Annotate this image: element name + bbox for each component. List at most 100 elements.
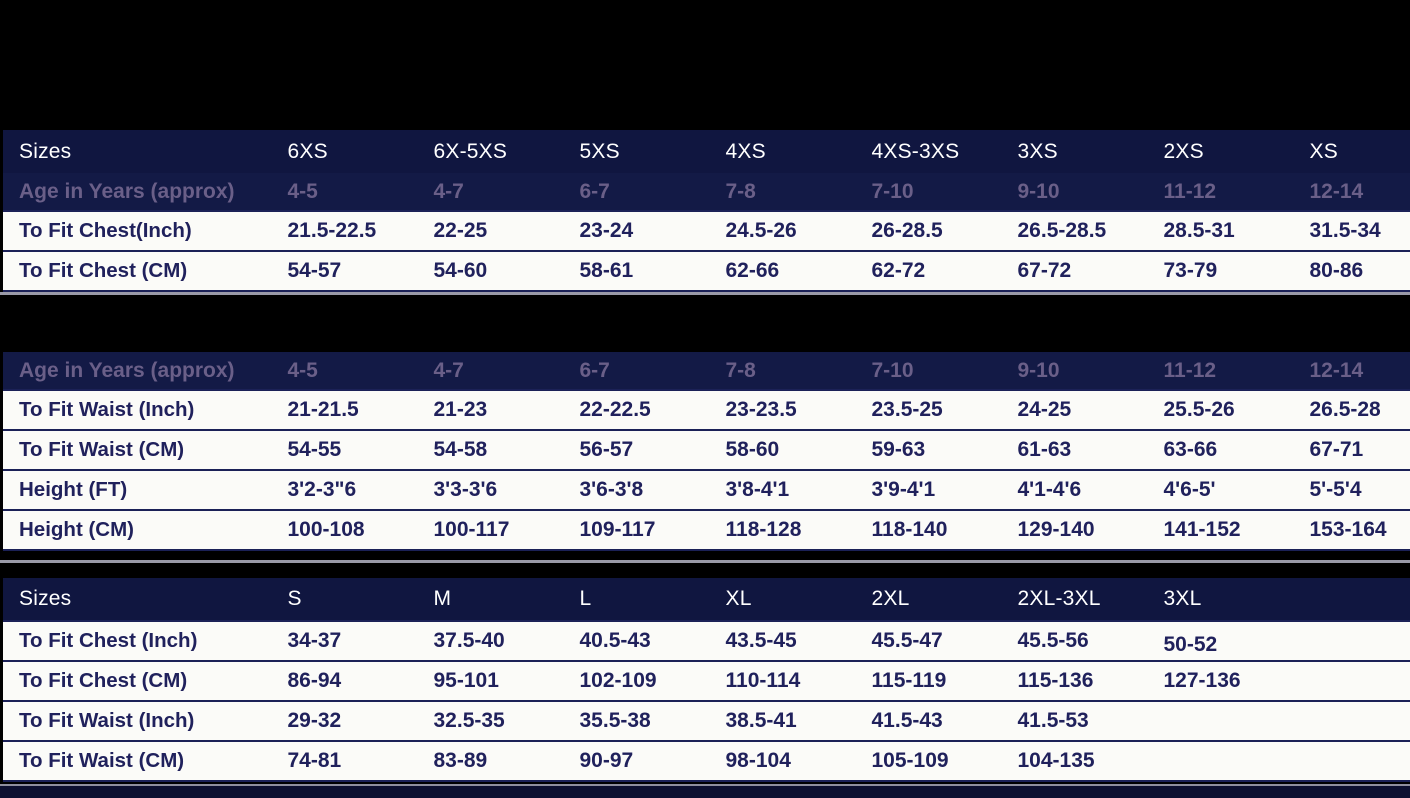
age-value-cell: 7-8 — [709, 173, 856, 211]
separator-band-two — [0, 560, 1410, 578]
row-value-cell: 29-32 — [271, 700, 418, 742]
row-value-cell: 22-25 — [417, 210, 564, 252]
row-value-cell: 21.5-22.5 — [271, 210, 418, 252]
bottom-band — [0, 786, 1410, 798]
header-size-cell: 3XL — [1147, 578, 1294, 621]
row-value-cell — [1293, 700, 1410, 742]
row-value-cell: 3'2-3"6 — [271, 469, 418, 511]
row-value-cell: 95-101 — [417, 660, 564, 702]
row-value-cell: 45.5-47 — [855, 620, 1002, 662]
row-label: Height (CM) — [1, 509, 272, 551]
row-value-cell: 28.5-31 — [1147, 210, 1294, 252]
youth-waist-table-body: Age in Years (approx) 4-5 4-7 6-7 7-8 7-… — [1, 352, 1410, 551]
table-row: To Fit Waist (CM) 54-55 54-58 56-57 58-6… — [1, 429, 1410, 471]
row-value-cell: 59-63 — [855, 429, 1002, 471]
row-value-cell: 56-57 — [563, 429, 710, 471]
row-label: To Fit Chest (Inch) — [1, 620, 272, 662]
row-label: Height (FT) — [1, 469, 272, 511]
row-label: To Fit Waist (CM) — [1, 740, 272, 782]
table-header-row: Sizes S M L XL 2XL 2XL-3XL 3XL — [1, 578, 1410, 621]
row-label: To Fit Chest(Inch) — [1, 210, 272, 252]
row-value-cell: 115-119 — [855, 660, 1002, 702]
row-value-cell: 31.5-34 — [1293, 210, 1410, 252]
row-value-cell: 37.5-40 — [417, 620, 564, 662]
row-value-cell: 80-86 — [1293, 250, 1410, 292]
row-value-cell: 58-61 — [563, 250, 710, 292]
row-value-cell: 50-52 — [1147, 620, 1294, 662]
row-value-cell: 141-152 — [1147, 509, 1294, 551]
age-value-cell: 9-10 — [1001, 352, 1148, 390]
row-value-cell: 26-28.5 — [855, 210, 1002, 252]
row-value-cell: 110-114 — [709, 660, 856, 702]
row-value-cell: 41.5-53 — [1001, 700, 1148, 742]
header-size-cell: 2XL-3XL — [1001, 578, 1148, 621]
header-size-cell — [1293, 578, 1410, 621]
age-value-cell: 11-12 — [1147, 352, 1294, 390]
row-label: To Fit Waist (Inch) — [1, 700, 272, 742]
youth-chest-size-table: Sizes 6XS 6X-5XS 5XS 4XS 4XS-3XS 3XS 2XS… — [0, 130, 1410, 292]
age-value-cell: 4-5 — [271, 352, 418, 390]
header-size-cell: 5XS — [563, 130, 710, 173]
row-value-cell: 58-60 — [709, 429, 856, 471]
row-value-cell: 83-89 — [417, 740, 564, 782]
row-value-cell: 54-60 — [417, 250, 564, 292]
row-value-cell: 104-135 — [1001, 740, 1148, 782]
table-row: To Fit Chest (Inch) 34-37 37.5-40 40.5-4… — [1, 620, 1410, 662]
header-size-cell: XL — [709, 578, 856, 621]
age-value-cell: 7-10 — [855, 173, 1002, 211]
row-value-cell: 100-117 — [417, 509, 564, 551]
row-value-cell: 45.5-56 — [1001, 620, 1148, 662]
row-value-cell: 153-164 — [1293, 509, 1410, 551]
table-row: To Fit Waist (Inch) 29-32 32.5-35 35.5-3… — [1, 700, 1410, 742]
row-value-cell: 3'6-3'8 — [563, 469, 710, 511]
row-value-cell: 67-71 — [1293, 429, 1410, 471]
age-value-cell: 7-8 — [709, 352, 856, 390]
header-size-cell: 6XS — [271, 130, 418, 173]
row-value-cell: 118-140 — [855, 509, 1002, 551]
row-value-cell: 35.5-38 — [563, 700, 710, 742]
row-value-cell: 26.5-28 — [1293, 389, 1410, 431]
header-size-cell: 2XS — [1147, 130, 1294, 173]
header-size-cell: 3XS — [1001, 130, 1148, 173]
adult-table-body: Sizes S M L XL 2XL 2XL-3XL 3XL To Fit Ch… — [1, 578, 1410, 782]
row-value-cell: 90-97 — [563, 740, 710, 782]
row-value-cell: 40.5-43 — [563, 620, 710, 662]
row-label: To Fit Waist (CM) — [1, 429, 272, 471]
age-row-label: Age in Years (approx) — [1, 352, 272, 390]
header-size-cell: 6X-5XS — [417, 130, 564, 173]
age-value-cell: 4-5 — [271, 173, 418, 211]
row-value-cell: 129-140 — [1001, 509, 1148, 551]
row-label: To Fit Chest (CM) — [1, 660, 272, 702]
row-value-cell: 21-23 — [417, 389, 564, 431]
row-value-cell: 100-108 — [271, 509, 418, 551]
age-row: Age in Years (approx) 4-5 4-7 6-7 7-8 7-… — [1, 352, 1410, 390]
header-size-cell: 4XS — [709, 130, 856, 173]
table-row: To Fit Chest(Inch) 21.5-22.5 22-25 23-24… — [1, 210, 1410, 252]
row-value-cell: 86-94 — [271, 660, 418, 702]
row-value-cell — [1293, 660, 1410, 702]
row-value-cell: 102-109 — [563, 660, 710, 702]
age-value-cell: 6-7 — [563, 173, 710, 211]
row-value-cell: 115-136 — [1001, 660, 1148, 702]
row-label: To Fit Waist (Inch) — [1, 389, 272, 431]
row-value-cell: 4'6-5' — [1147, 469, 1294, 511]
row-value-cell: 54-55 — [271, 429, 418, 471]
separator-hairline — [0, 560, 1410, 563]
header-size-cell: L — [563, 578, 710, 621]
row-value-cell: 118-128 — [709, 509, 856, 551]
table-row: To Fit Chest (CM) 54-57 54-60 58-61 62-6… — [1, 250, 1410, 292]
header-label-cell: Sizes — [1, 130, 272, 173]
row-value-cell: 25.5-26 — [1147, 389, 1294, 431]
header-size-cell: 4XS-3XS — [855, 130, 1002, 173]
row-value-cell: 3'8-4'1 — [709, 469, 856, 511]
row-value-cell: 109-117 — [563, 509, 710, 551]
age-row-label: Age in Years (approx) — [1, 173, 272, 211]
table-row: To Fit Waist (Inch) 21-21.5 21-23 22-22.… — [1, 389, 1410, 431]
top-black-band — [0, 0, 1410, 130]
age-value-cell: 4-7 — [417, 173, 564, 211]
row-value-cell: 98-104 — [709, 740, 856, 782]
table-row: To Fit Chest (CM) 86-94 95-101 102-109 1… — [1, 660, 1410, 702]
table-row: Height (CM) 100-108 100-117 109-117 118-… — [1, 509, 1410, 551]
header-size-cell: 2XL — [855, 578, 1002, 621]
header-size-cell: XS — [1293, 130, 1410, 173]
